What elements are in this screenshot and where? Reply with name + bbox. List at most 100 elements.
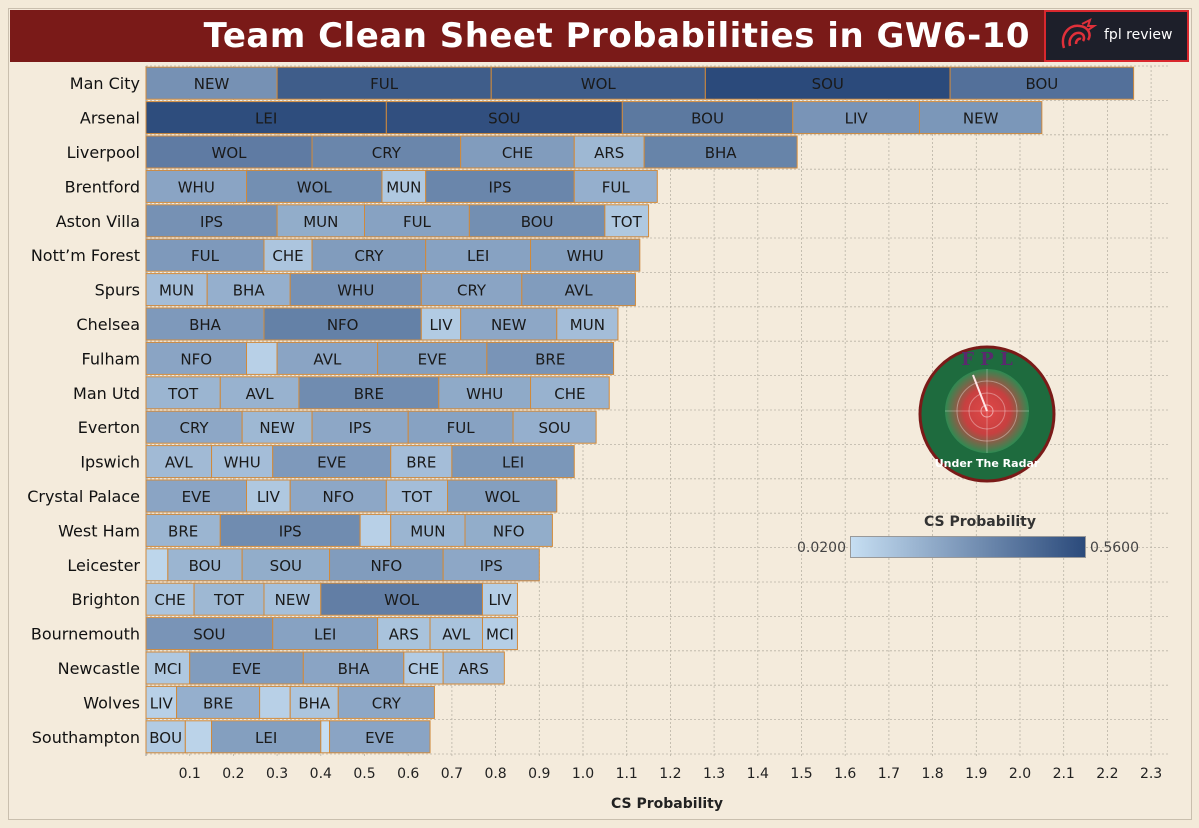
bar-segment (145, 307, 265, 341)
bar-segment (530, 376, 610, 410)
bar-segment (438, 376, 532, 410)
x-tick-label: 1.3 (703, 766, 725, 782)
segment-label: EVE (232, 660, 261, 678)
bar-segment (145, 135, 313, 169)
bar-segment (556, 307, 619, 341)
bar-segment (407, 410, 514, 444)
segment-label: WOL (212, 144, 248, 162)
segment-label: MUN (303, 213, 338, 231)
chart-title: Team Clean Sheet Probabilities in GW6-10 (203, 16, 1030, 56)
bar-segment (512, 410, 597, 444)
team-label: Arsenal (80, 109, 140, 128)
bar-segment (211, 720, 322, 754)
segment-label: SOU (812, 75, 844, 93)
segment-label: IPS (279, 522, 302, 540)
segment-label: FUL (403, 213, 432, 231)
segment-label: SOU (193, 626, 225, 644)
segment-label: NEW (194, 75, 230, 93)
bar-segment (193, 582, 265, 616)
segment-label: NFO (493, 522, 525, 540)
bar-segment (246, 479, 291, 513)
bar-segment (468, 204, 606, 238)
segment-label: CHE (554, 385, 585, 403)
segment-label: WOL (297, 178, 333, 196)
segment-label: WHU (567, 247, 604, 265)
x-tick-label: 1.7 (878, 766, 900, 782)
segment-label: FUL (191, 247, 220, 265)
segment-label: BOU (1025, 75, 1058, 93)
bar-segment (447, 479, 558, 513)
legend-title: CS Probability (924, 514, 1036, 530)
segment-label: IPS (200, 213, 223, 231)
segment-label: LEI (255, 729, 277, 747)
segment-label: WHU (224, 454, 261, 472)
segment-label: SOU (488, 110, 520, 128)
bar-segment (311, 410, 409, 444)
bar-segment (276, 341, 379, 375)
segment-label: SOU (538, 419, 570, 437)
bar-segment (219, 376, 300, 410)
x-tick-label: 0.5 (353, 766, 375, 782)
bar-segment (189, 651, 304, 685)
legend-gradient-bar (850, 536, 1086, 558)
bar-segment (390, 513, 466, 547)
segment-label: MUN (570, 316, 605, 334)
x-tick-label: 1.4 (747, 766, 769, 782)
color-legend: CS Probability 0.0200 0.5600 (790, 514, 1150, 564)
x-tick-label: 0.6 (397, 766, 419, 782)
segment-label: NFO (180, 350, 212, 368)
segment-label: WOL (581, 75, 617, 93)
segment-label: NFO (322, 488, 354, 506)
segment-label: LIV (150, 694, 174, 712)
bar-segment (403, 651, 444, 685)
segment-label: CRY (372, 144, 402, 162)
bar-segment (573, 135, 645, 169)
bar-segment (259, 685, 291, 719)
segment-label: SOU (270, 557, 302, 575)
segment-label: BHA (298, 694, 331, 712)
bar-segment (442, 548, 540, 582)
team-label: Fulham (82, 349, 140, 368)
bar-segment (302, 651, 405, 685)
x-tick-label: 0.3 (266, 766, 288, 782)
segment-label: MUN (386, 178, 421, 196)
segment-label: TOT (213, 591, 245, 609)
bar-segment (460, 307, 558, 341)
segment-label: AVL (165, 454, 194, 472)
bar-segment (621, 101, 794, 135)
segment-label: IPS (480, 557, 503, 575)
segment-label: IPS (349, 419, 372, 437)
bar-segment (643, 135, 798, 169)
segment-label: BRE (203, 694, 233, 712)
bar-segment (145, 204, 278, 238)
segment-label: BRE (406, 454, 436, 472)
x-tick-label: 1.6 (834, 766, 856, 782)
segment-label: LEI (255, 110, 277, 128)
logo-text: fpl review (1104, 27, 1173, 43)
segment-label: LIV (257, 488, 281, 506)
bar-segment (460, 135, 575, 169)
bar-segment (219, 513, 361, 547)
segment-label: NEW (963, 110, 999, 128)
under-the-radar-badge: F P L Under The Radar (918, 345, 1056, 483)
bar-segment (276, 66, 492, 100)
bar-segment (521, 273, 636, 307)
segment-label: EVE (418, 350, 447, 368)
bar-segment (385, 479, 449, 513)
x-tick-label: 0.8 (484, 766, 506, 782)
segment-label: WHU (178, 178, 215, 196)
team-label: West Ham (58, 521, 140, 540)
segment-label: WHU (466, 385, 503, 403)
radar-logo-icon: F P L Under The Radar (918, 345, 1056, 483)
segment-label: EVE (365, 729, 394, 747)
team-label: Brentford (65, 177, 140, 196)
bar-segment (320, 582, 483, 616)
bar-segment (918, 101, 1043, 135)
team-label: Liverpool (67, 143, 140, 162)
segment-label: LIV (845, 110, 869, 128)
bar-segment (176, 685, 261, 719)
segment-label: BRE (354, 385, 384, 403)
bar-segment (385, 101, 623, 135)
segment-label: TOT (401, 488, 433, 506)
bar-segment (272, 617, 379, 651)
